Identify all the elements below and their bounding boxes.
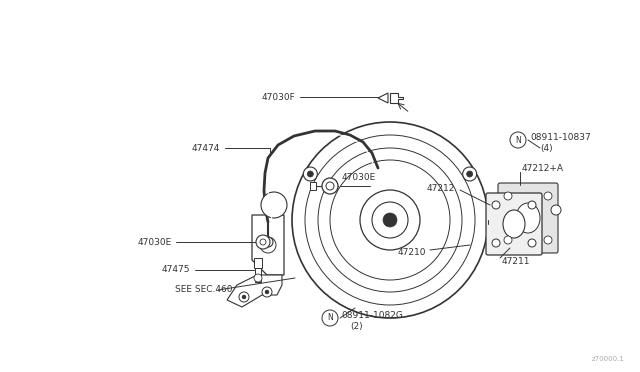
Circle shape [528, 239, 536, 247]
Polygon shape [390, 93, 403, 103]
Text: 47474: 47474 [191, 144, 220, 153]
Polygon shape [252, 215, 284, 275]
Circle shape [467, 171, 473, 177]
Circle shape [292, 122, 488, 318]
Circle shape [372, 202, 408, 238]
Circle shape [260, 237, 276, 253]
Circle shape [263, 237, 273, 247]
Ellipse shape [503, 210, 525, 238]
Text: 47212+A: 47212+A [522, 164, 564, 173]
Circle shape [242, 295, 246, 299]
Ellipse shape [516, 203, 540, 233]
Bar [310, 182, 316, 190]
Text: 47030E: 47030E [138, 237, 172, 247]
FancyBboxPatch shape [486, 193, 542, 255]
Text: 08911-1082G: 08911-1082G [341, 311, 403, 320]
Circle shape [544, 236, 552, 244]
Circle shape [504, 192, 512, 200]
Text: 08911-10837: 08911-10837 [530, 132, 591, 141]
Circle shape [326, 182, 334, 190]
Text: 47211: 47211 [502, 257, 531, 266]
Text: (2): (2) [350, 321, 363, 330]
Circle shape [254, 274, 262, 282]
Circle shape [492, 239, 500, 247]
Bar [254, 258, 262, 268]
Circle shape [492, 201, 500, 209]
Circle shape [551, 205, 561, 215]
Circle shape [307, 171, 314, 177]
Polygon shape [227, 275, 282, 307]
Text: 47475: 47475 [161, 266, 190, 275]
Circle shape [256, 235, 270, 249]
Circle shape [322, 178, 338, 194]
Circle shape [239, 292, 249, 302]
Text: 47212: 47212 [427, 183, 455, 192]
Text: N: N [327, 314, 333, 323]
Circle shape [262, 287, 272, 297]
Text: z70000.1: z70000.1 [592, 356, 625, 362]
Circle shape [303, 167, 317, 181]
Text: 47030F: 47030F [261, 93, 295, 102]
Circle shape [504, 236, 512, 244]
Bar [255, 268, 261, 282]
Text: SEE SEC.460: SEE SEC.460 [175, 285, 232, 295]
Circle shape [360, 190, 420, 250]
Circle shape [528, 201, 536, 209]
Text: (4): (4) [540, 144, 552, 153]
FancyBboxPatch shape [498, 183, 558, 253]
Circle shape [260, 239, 266, 245]
Polygon shape [378, 93, 388, 103]
Circle shape [265, 290, 269, 294]
Circle shape [463, 167, 477, 181]
Circle shape [261, 192, 287, 218]
Text: 47030E: 47030E [342, 173, 376, 182]
Text: N: N [515, 135, 521, 144]
Circle shape [383, 213, 397, 227]
Text: 47210: 47210 [397, 247, 426, 257]
Circle shape [544, 192, 552, 200]
